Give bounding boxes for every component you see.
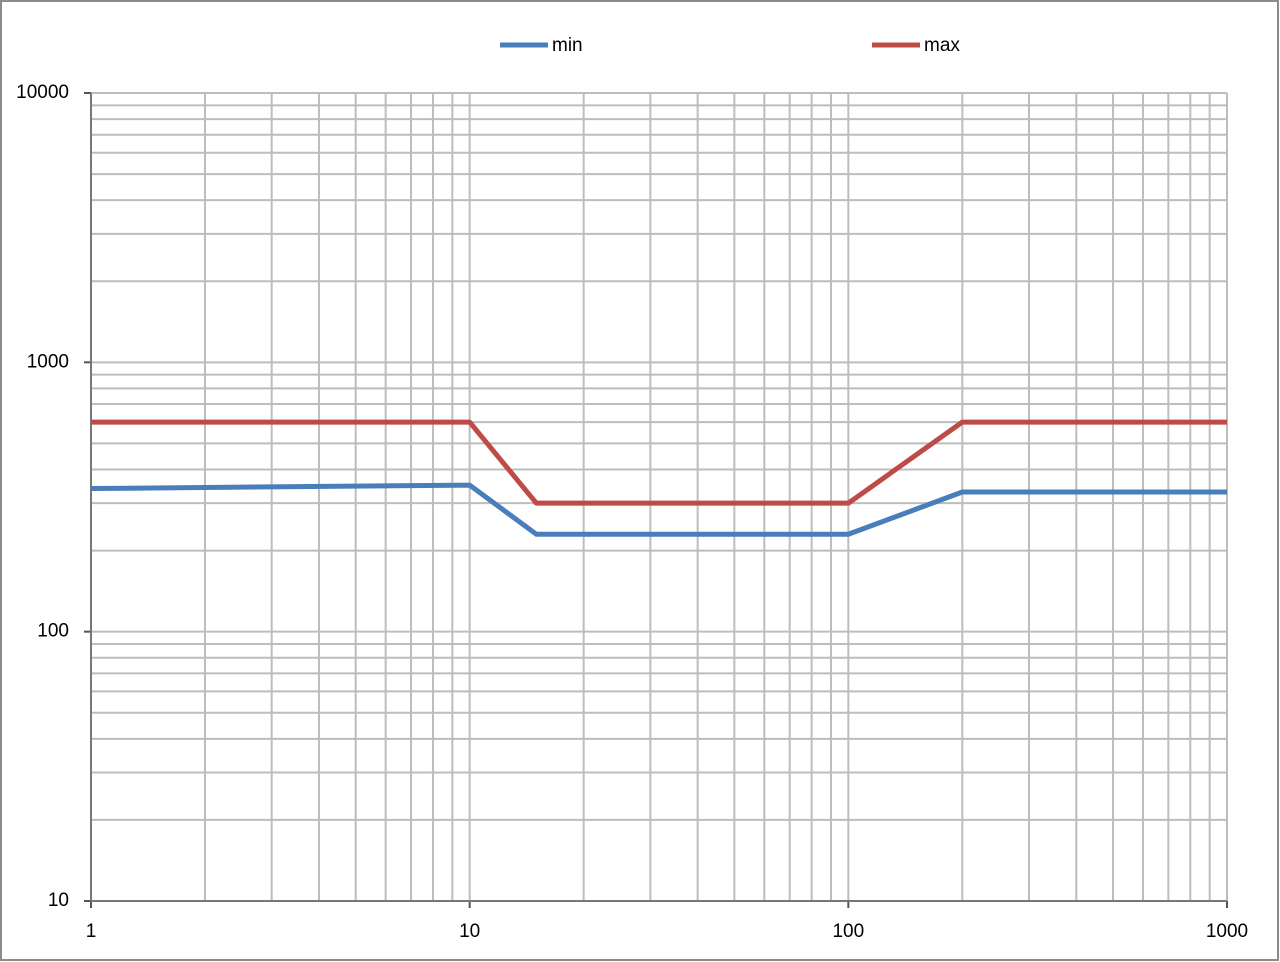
y-tick-label: 10000: [16, 82, 69, 103]
x-tick-label: 1000: [1206, 921, 1248, 942]
y-tick-label: 100: [37, 621, 69, 642]
series-line: [90, 482, 1227, 537]
y-tick-label: 10: [48, 890, 69, 911]
x-tick-label: 100: [832, 921, 864, 942]
legend-label: min: [552, 35, 583, 56]
series-line: [91, 419, 1227, 506]
x-tick-label: 10: [459, 921, 480, 942]
x-tick-label: 1: [86, 921, 97, 942]
y-tick-label: 1000: [27, 351, 69, 372]
legend-label: max: [924, 35, 960, 56]
